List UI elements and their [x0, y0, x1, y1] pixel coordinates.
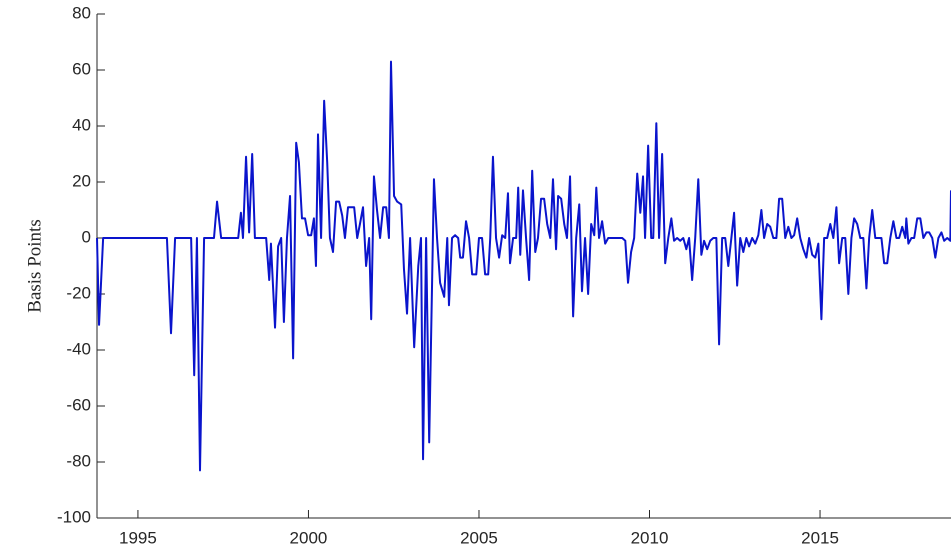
y-tick-label: -60: [66, 395, 91, 414]
x-tick-label: 1995: [119, 528, 157, 547]
y-axis-label: Basis Points: [24, 219, 45, 312]
y-tick-label: 0: [82, 227, 91, 246]
y-tick-label: -80: [66, 451, 91, 470]
y-tick-label: -40: [66, 339, 91, 358]
y-tick-label: 20: [72, 171, 91, 190]
y-tick-label: -100: [57, 507, 91, 526]
x-tick-label: 2015: [801, 528, 839, 547]
x-tick-label: 2000: [290, 528, 328, 547]
y-tick-label: -20: [66, 283, 91, 302]
y-tick-label: 60: [72, 59, 91, 78]
x-tick-label: 2005: [460, 528, 498, 547]
x-tick-label: 2010: [631, 528, 669, 547]
data-line: [96, 60, 951, 472]
y-tick-label: 80: [72, 3, 91, 22]
y-tick-label: 40: [72, 115, 91, 134]
